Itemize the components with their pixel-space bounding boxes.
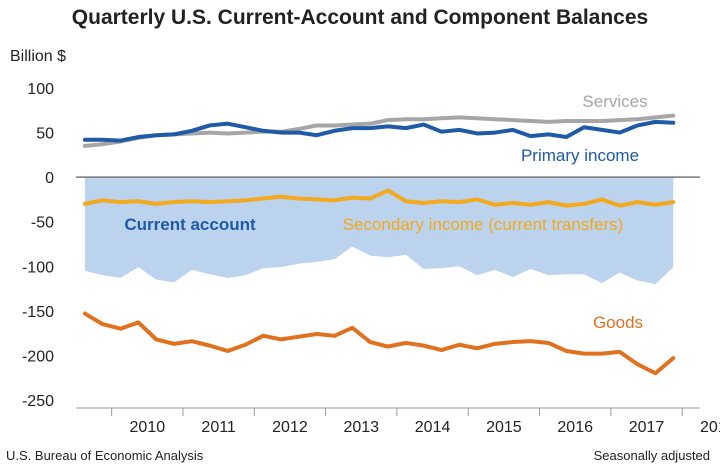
current-account-label: Current account [124,215,256,234]
x-tick-label: 2018 [700,419,720,436]
x-tick-label: 2015 [486,419,522,436]
y-tick-label: 50 [36,126,54,143]
y-tick-layer: 100 50 0 -50 -100 -150 -200 -250 [22,81,54,410]
services-line [82,113,676,148]
x-tick-label: 2012 [272,419,308,436]
x-tick-label: 2011 [201,419,236,436]
secondary-income-line [82,188,676,208]
y-tick-label: -200 [22,348,54,365]
x-tick-label: 2014 [415,419,451,436]
source-note: U.S. Bureau of Economic Analysis [6,448,204,463]
y-tick-label: -50 [31,215,54,232]
y-axis-label: Billion $ [10,48,67,65]
secondary-income-label: Secondary income (current transfers) [343,215,624,234]
x-tick-label: 2010 [130,419,166,436]
x-tick-label: 2016 [557,419,593,436]
y-tick-label: -250 [22,393,54,410]
primary-income-label: Primary income [521,146,639,165]
series-label-layer: Services Primary income Current account Sec… [124,92,647,332]
goods-label: Goods [593,313,643,332]
x-tick-label: 2013 [343,419,379,436]
y-tick-label: -100 [22,259,54,276]
primary-income-line [82,119,676,143]
y-tick-label: 0 [45,170,54,187]
y-tick-label: 100 [27,81,54,98]
x-tick-label: 2017 [629,419,665,436]
y-tick-label: -150 [22,304,54,321]
chart-title: Quarterly U.S. Current-Account and Compo… [71,6,649,29]
goods-line [82,311,676,376]
services-label: Services [582,92,647,111]
line-layer [82,113,676,376]
seasonal-note: Seasonally adjusted [593,448,710,463]
x-tick-layer: 2010 2011 2012 2013 2014 2015 2016 2017 2018 [76,407,720,436]
